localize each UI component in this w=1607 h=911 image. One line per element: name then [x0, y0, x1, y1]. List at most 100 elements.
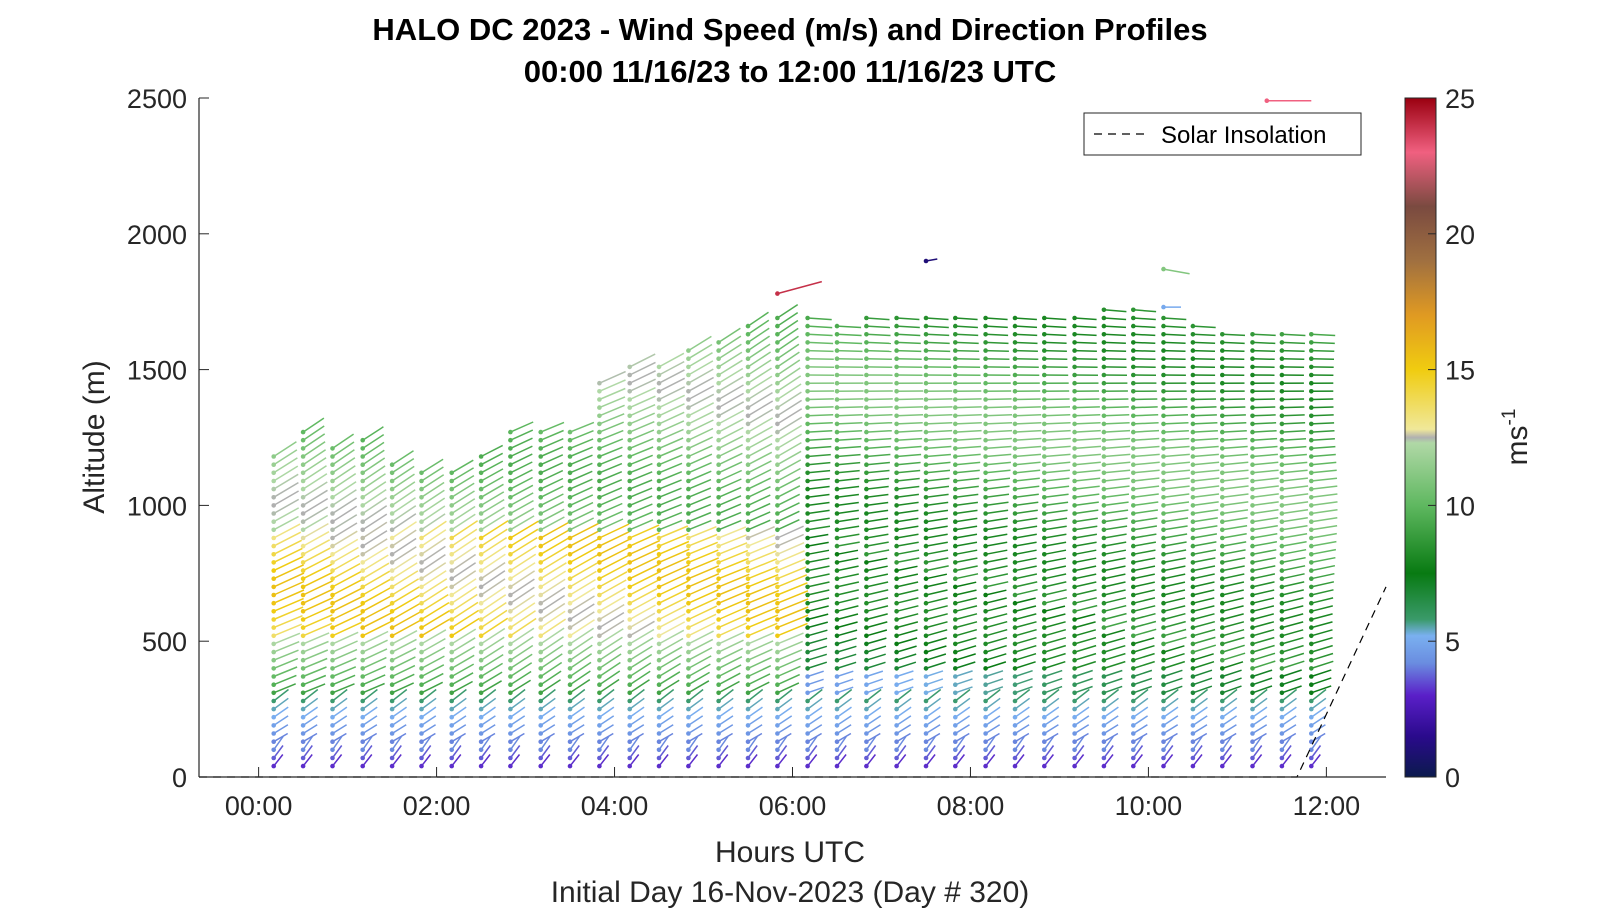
wind-barb-point: [1131, 698, 1136, 704]
wind-barb-shaft: [1074, 437, 1102, 441]
wind-barb-point: [745, 380, 751, 386]
wind-barb-point: [449, 470, 455, 476]
wind-barb-point: [478, 584, 484, 590]
wind-barb-point: [330, 600, 335, 606]
wind-barb-point: [567, 462, 573, 468]
wind-barb-shaft: [747, 724, 763, 735]
wind-barb-shaft: [1074, 429, 1101, 433]
wind-barb-point: [330, 584, 335, 590]
wind-barb-point: [1101, 739, 1107, 744]
wind-barb-point: [894, 429, 899, 435]
wind-barb-point: [1042, 511, 1047, 516]
wind-barb-shaft: [985, 597, 1007, 604]
wind-barb-point: [1072, 421, 1077, 427]
wind-barb-shaft: [1133, 525, 1158, 531]
wind-barb-shaft: [658, 662, 681, 678]
wind-barb-point: [1161, 641, 1166, 647]
wind-barb-shaft: [747, 468, 772, 482]
wind-barb-shaft: [658, 462, 683, 474]
wind-barb-shaft: [688, 360, 714, 376]
wind-barb-point: [271, 617, 277, 622]
wind-barb-point: [656, 600, 662, 606]
wind-barb-point: [686, 348, 691, 353]
wind-barb-shaft: [688, 343, 713, 360]
wind-barb-shaft: [1103, 325, 1127, 329]
wind-barb-point: [923, 535, 929, 541]
wind-barb-shaft: [1133, 573, 1155, 580]
wind-barb-point: [745, 666, 751, 671]
wind-barb-shaft: [391, 481, 416, 498]
wind-barb-shaft: [1163, 525, 1188, 531]
wind-barb-point: [567, 682, 573, 687]
wind-barb-point: [1190, 543, 1196, 549]
wind-barb-point: [1279, 609, 1285, 614]
wind-barb-point: [419, 714, 424, 720]
wind-barb-point: [745, 446, 751, 451]
wind-barb-point: [805, 592, 810, 598]
wind-barb-point: [656, 462, 662, 468]
wind-barb-point: [1042, 592, 1047, 598]
wind-barb-shaft: [569, 736, 581, 751]
wind-barb-point: [1220, 731, 1225, 736]
wind-barb-shaft: [1133, 517, 1158, 523]
wind-barb-shaft: [540, 610, 566, 629]
wind-barb-point: [1309, 470, 1314, 476]
wind-barb-shaft: [777, 598, 809, 612]
wind-barb-shaft: [687, 745, 699, 759]
wind-barb-shaft: [1133, 660, 1155, 670]
wind-barb-shaft: [1014, 588, 1038, 596]
wind-barb-shaft: [451, 654, 475, 670]
wind-barb-shaft: [776, 327, 799, 344]
wind-barb-shaft: [925, 429, 953, 433]
wind-barb-shaft: [1044, 414, 1071, 417]
wind-barb-shaft: [1311, 677, 1332, 686]
wind-barb-shaft: [510, 499, 534, 515]
wind-barb-shaft: [777, 450, 802, 466]
wind-barb-shaft: [896, 678, 914, 686]
wind-barb-shaft: [302, 596, 334, 612]
wind-barb-shaft: [1044, 636, 1067, 645]
wind-barb-point: [805, 389, 810, 394]
wind-barb-shaft: [1103, 754, 1114, 767]
wind-barb-point: [745, 609, 751, 614]
wind-barb-shaft: [1074, 688, 1090, 702]
wind-barb-point: [864, 763, 869, 769]
wind-barb-point: [597, 560, 602, 565]
wind-barb-shaft: [1163, 628, 1187, 637]
wind-barb-shaft: [391, 489, 416, 507]
wind-barb-shaft: [807, 501, 830, 507]
wind-barb-shaft: [747, 632, 775, 645]
wind-barb-point: [538, 503, 543, 508]
wind-barb-shaft: [302, 736, 314, 751]
wind-barb-point: [923, 584, 929, 590]
wind-barb-point: [834, 421, 840, 427]
wind-barb-shaft: [777, 467, 801, 482]
wind-barb-point: [567, 698, 573, 704]
wind-barb-point: [864, 690, 869, 696]
wind-barb-point: [983, 649, 988, 655]
wind-barb-shaft: [1281, 685, 1302, 694]
wind-barb-point: [1220, 413, 1225, 419]
wind-barb-point: [449, 486, 455, 492]
wind-barb-shaft: [807, 581, 830, 588]
wind-barb-point: [894, 486, 899, 492]
wind-barb-shaft: [747, 351, 772, 368]
wind-barb-point: [271, 600, 277, 606]
wind-barb-point: [1072, 315, 1077, 321]
wind-barb-shaft: [1192, 754, 1203, 767]
wind-barb-shaft: [1044, 477, 1070, 482]
wind-barb-shaft: [540, 469, 564, 482]
wind-barb-point: [1042, 739, 1047, 744]
wind-barb-shaft: [807, 670, 824, 678]
wind-barb-shaft: [1311, 509, 1338, 515]
wind-barb-point: [923, 543, 929, 549]
wind-barb-point: [1042, 380, 1047, 386]
wind-barb-point: [1072, 617, 1077, 622]
wind-barb-point: [300, 739, 306, 744]
wind-barb-point: [567, 600, 573, 606]
wind-barb-point: [1161, 413, 1166, 419]
wind-barb-shaft: [955, 645, 977, 653]
wind-barb-shaft: [540, 537, 570, 555]
wind-barb-point: [567, 649, 573, 655]
wind-barb-shaft: [598, 678, 620, 694]
